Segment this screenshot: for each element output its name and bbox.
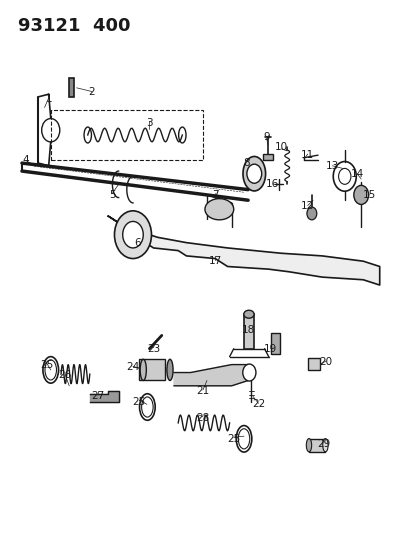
Text: 25: 25 — [227, 434, 240, 444]
Text: 6: 6 — [133, 238, 140, 248]
Circle shape — [242, 364, 255, 381]
Text: 2: 2 — [88, 86, 95, 96]
Text: 15: 15 — [362, 190, 375, 200]
Ellipse shape — [140, 359, 146, 381]
Text: 8: 8 — [242, 158, 249, 168]
Circle shape — [114, 211, 151, 259]
Text: 16: 16 — [266, 179, 279, 189]
Polygon shape — [90, 391, 118, 402]
Circle shape — [353, 185, 368, 205]
Text: 5: 5 — [109, 190, 116, 200]
Text: 14: 14 — [350, 169, 363, 179]
Text: 9: 9 — [263, 132, 269, 142]
Text: 1: 1 — [45, 94, 52, 104]
FancyBboxPatch shape — [270, 333, 279, 354]
Ellipse shape — [204, 199, 233, 220]
Circle shape — [122, 221, 143, 248]
Text: 11: 11 — [300, 150, 313, 160]
Ellipse shape — [322, 439, 328, 452]
Polygon shape — [108, 216, 379, 285]
FancyBboxPatch shape — [308, 439, 325, 452]
Text: 7: 7 — [211, 190, 218, 200]
Circle shape — [246, 164, 261, 183]
Text: 17: 17 — [208, 256, 221, 266]
Text: 13: 13 — [325, 161, 338, 171]
FancyBboxPatch shape — [307, 358, 319, 370]
Text: 93121  400: 93121 400 — [18, 17, 130, 35]
Text: 25: 25 — [40, 360, 53, 369]
Ellipse shape — [166, 359, 173, 381]
Text: 23: 23 — [147, 344, 160, 354]
FancyBboxPatch shape — [262, 154, 272, 160]
Text: 29: 29 — [317, 439, 330, 449]
Ellipse shape — [242, 157, 265, 191]
Ellipse shape — [243, 310, 254, 318]
Text: 21: 21 — [196, 386, 209, 396]
Text: 22: 22 — [251, 399, 264, 409]
FancyBboxPatch shape — [138, 359, 165, 381]
Text: 25: 25 — [132, 397, 145, 407]
Ellipse shape — [306, 439, 311, 452]
FancyBboxPatch shape — [69, 78, 74, 97]
Text: 27: 27 — [91, 391, 104, 401]
Text: 28: 28 — [196, 413, 209, 423]
Text: 19: 19 — [263, 344, 277, 354]
Text: 20: 20 — [319, 357, 332, 367]
Text: 26: 26 — [58, 370, 71, 380]
Text: 4: 4 — [23, 156, 29, 165]
Text: 10: 10 — [274, 142, 287, 152]
FancyBboxPatch shape — [243, 314, 254, 349]
Text: 24: 24 — [126, 362, 139, 372]
Circle shape — [306, 207, 316, 220]
Text: 3: 3 — [146, 118, 152, 128]
Text: 18: 18 — [241, 325, 254, 335]
Text: 12: 12 — [300, 200, 313, 211]
Polygon shape — [174, 365, 254, 386]
